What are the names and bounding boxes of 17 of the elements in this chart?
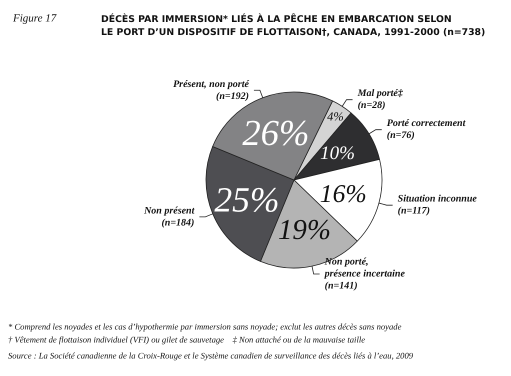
text: * Comprend les noyades et les cas d’hypothermie par immersion sans noyade; exclut les autres décès sans noyade: [8, 322, 402, 332]
data-label: 10%: [320, 142, 355, 164]
slice-label: Présent, non porté (n=192): [173, 78, 250, 102]
data-label: 25%: [214, 180, 280, 220]
data-label: 19%: [278, 214, 331, 246]
text: Figure 17: [12, 12, 57, 24]
slice-label: Non porté, présence incertaine (n=141): [324, 256, 406, 292]
slice-label: Situation inconnue (n=117): [398, 194, 478, 217]
slice-label: Porté correctement (n=76): [386, 118, 467, 142]
data-label: 4%: [327, 110, 344, 124]
chart-title: DÉCÈS PAR IMMERSION* LIÉS À LA PÊCHE EN EMBARCATION SELON LE PORT D’UN DISPOSITIF DE FLOTTAISON†, CANADA, 1991-2000 (n=738): [101, 13, 486, 38]
data-label: 26%: [242, 112, 310, 153]
source-note: Source : La Société canadienne de la Croix-Rouge et le Système canadien de surveillance des décès liés à l’eau, 2009: [8, 350, 414, 360]
slice-label: Mal porté‡ (n=28): [356, 88, 404, 112]
slice-label: Non présent (n=184): [143, 205, 196, 228]
text: † Vêtement de flottaison individuel (VFI) ou gilet de sauvetage ‡ Non attaché ou de la mauvaise taille: [8, 334, 366, 344]
data-label: 16%: [320, 178, 367, 208]
